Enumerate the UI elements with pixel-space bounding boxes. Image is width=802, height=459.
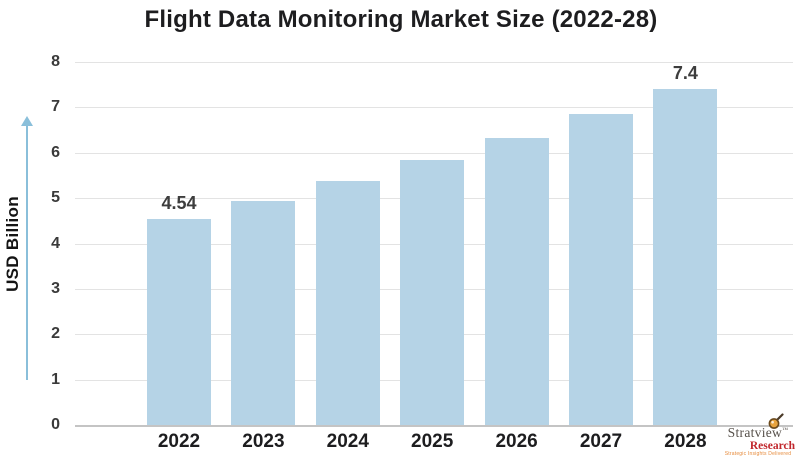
bar-2025 bbox=[400, 160, 465, 425]
chart-title: Flight Data Monitoring Market Size (2022… bbox=[144, 6, 658, 33]
bar-2027 bbox=[569, 114, 633, 425]
y-axis-title-text: USD Billion bbox=[3, 195, 23, 292]
plot-area: 4.54 7.4 bbox=[75, 62, 793, 427]
bar-2026 bbox=[484, 137, 549, 425]
y-tick-label-1: 1 bbox=[51, 370, 60, 388]
x-tick-label-2023: 2023 bbox=[242, 431, 285, 452]
bar-2028 bbox=[653, 89, 718, 425]
y-tick-label-3: 3 bbox=[51, 279, 60, 297]
x-tick-label-2027: 2027 bbox=[579, 431, 623, 452]
y-tick-label-2: 2 bbox=[51, 325, 60, 343]
x-tick-label-2022: 2022 bbox=[157, 431, 201, 452]
logo-subtitle: Research bbox=[749, 439, 795, 452]
x-tick-label-2028: 2028 bbox=[664, 431, 707, 452]
x-tick-label-2025: 2025 bbox=[411, 431, 454, 452]
x-tick-label-2026: 2026 bbox=[495, 431, 538, 452]
magnifier-icon bbox=[768, 412, 784, 429]
gridline-y-6 bbox=[75, 152, 793, 154]
logo-tagline: Strategic Insights Delivered bbox=[724, 450, 792, 457]
y-tick-label-0: 0 bbox=[51, 416, 60, 433]
bar-2024 bbox=[315, 181, 380, 425]
y-axis-arrow-head-icon bbox=[21, 116, 33, 126]
gridline-y-8 bbox=[75, 62, 793, 63]
logo-name: Stratview™ bbox=[727, 424, 789, 440]
y-tick-label-8: 8 bbox=[51, 53, 60, 70]
bar-value-label-2022: 4.54 bbox=[161, 193, 197, 213]
y-tick-label-4: 4 bbox=[51, 234, 60, 252]
bar-value-label-2028: 7.4 bbox=[672, 63, 698, 84]
y-tick-label-7: 7 bbox=[51, 98, 60, 116]
x-tick-label-2024: 2024 bbox=[326, 431, 369, 452]
stratview-research-logo: Stratview™ Research Strategic Insights D… bbox=[718, 412, 798, 457]
bar-2023 bbox=[231, 201, 296, 425]
y-tick-label-5: 5 bbox=[51, 189, 60, 207]
logo-trademark: ™ bbox=[782, 427, 789, 434]
bar-2022 bbox=[147, 219, 211, 425]
y-axis-arrow-line bbox=[26, 125, 28, 380]
y-tick-label-6: 6 bbox=[51, 143, 60, 161]
gridline-y-7 bbox=[75, 107, 793, 109]
